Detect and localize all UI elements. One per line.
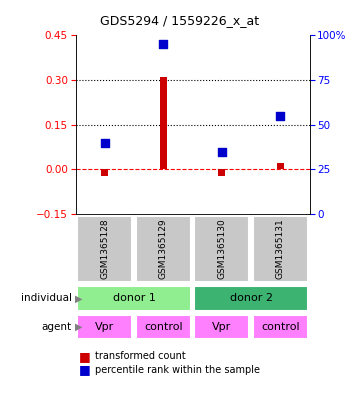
Text: donor 2: donor 2: [230, 293, 273, 303]
Text: GSM1365130: GSM1365130: [217, 218, 226, 279]
Point: [219, 149, 225, 155]
FancyBboxPatch shape: [194, 215, 249, 281]
Text: ■: ■: [79, 363, 91, 376]
Text: transformed count: transformed count: [95, 351, 186, 361]
Text: Vpr: Vpr: [212, 322, 231, 332]
Text: GSM1365128: GSM1365128: [100, 218, 109, 279]
Bar: [160, 77, 167, 169]
Text: donor 1: donor 1: [113, 293, 156, 303]
Text: GDS5294 / 1559226_x_at: GDS5294 / 1559226_x_at: [100, 14, 260, 27]
Bar: [277, 163, 284, 169]
Bar: [102, 169, 108, 176]
Text: ▶: ▶: [75, 293, 83, 303]
Point: [102, 140, 108, 146]
Bar: [218, 169, 225, 176]
FancyBboxPatch shape: [136, 315, 191, 339]
Text: ▶: ▶: [75, 322, 83, 332]
FancyBboxPatch shape: [194, 315, 249, 339]
Point: [161, 41, 166, 48]
FancyBboxPatch shape: [77, 315, 132, 339]
Text: ■: ■: [79, 349, 91, 363]
Text: Vpr: Vpr: [95, 322, 114, 332]
FancyBboxPatch shape: [77, 286, 191, 310]
Text: control: control: [144, 322, 183, 332]
Text: agent: agent: [42, 322, 72, 332]
FancyBboxPatch shape: [253, 315, 308, 339]
Text: GSM1365129: GSM1365129: [159, 218, 168, 279]
FancyBboxPatch shape: [136, 215, 191, 281]
Text: control: control: [261, 322, 300, 332]
FancyBboxPatch shape: [194, 286, 308, 310]
Text: individual: individual: [21, 293, 72, 303]
Point: [278, 113, 283, 119]
FancyBboxPatch shape: [253, 215, 308, 281]
Text: GSM1365131: GSM1365131: [276, 218, 285, 279]
Text: percentile rank within the sample: percentile rank within the sample: [95, 365, 260, 375]
FancyBboxPatch shape: [77, 215, 132, 281]
